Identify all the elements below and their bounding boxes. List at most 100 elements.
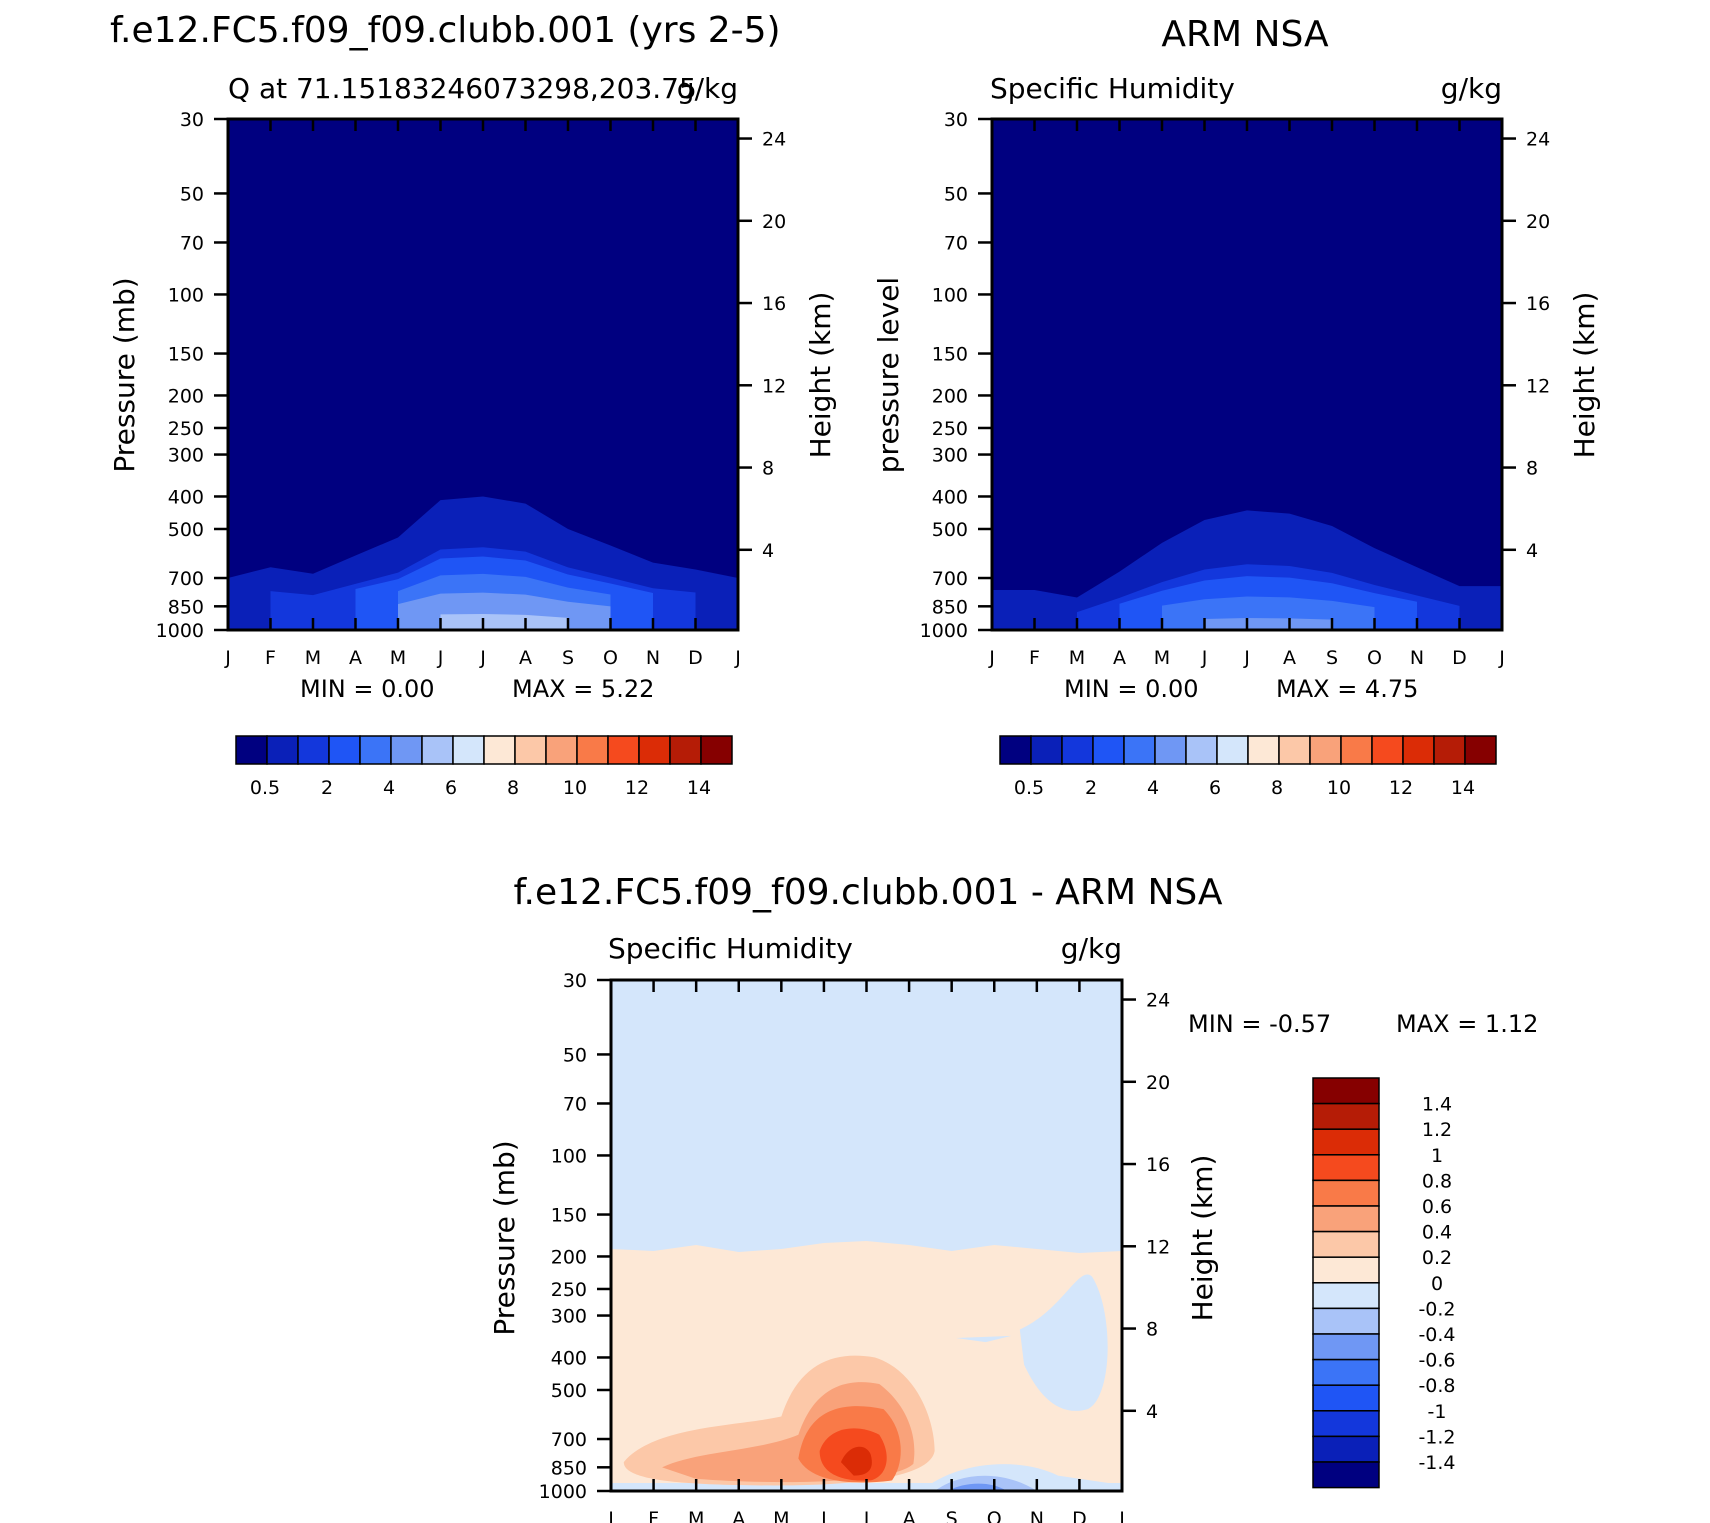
height-tick-label: 4 xyxy=(1526,540,1538,562)
colorbar-swatch xyxy=(1185,735,1218,765)
diff-left-label: Specific Humidity xyxy=(608,932,853,965)
negative-region-upper xyxy=(1019,1274,1108,1411)
colorbar-label: 0.5 xyxy=(1014,777,1044,799)
pressure-tick-label: 70 xyxy=(944,232,968,254)
month-tick-label: J xyxy=(1118,1508,1125,1523)
diff-units-label: g/kg xyxy=(1061,932,1122,965)
diff-y2label: Height (km) xyxy=(1186,1155,1219,1322)
diff-colorbar: 1.4 1.2 1 0.8 0.6 0.4 0.2 0 -0.2 -0.4 -0.6 -0.8 -1 -1… xyxy=(1312,1077,1456,1489)
colorbar-swatch xyxy=(638,735,671,765)
colorbar-swatch xyxy=(1312,1358,1380,1386)
diff-ylabel: Pressure (mb) xyxy=(488,1140,521,1335)
colorbar-label: 0.5 xyxy=(250,777,280,799)
colorbar-label: 14 xyxy=(1451,777,1475,799)
month-tick-label: A xyxy=(1283,647,1296,669)
month-tick-label: A xyxy=(903,1508,916,1523)
contour-band-5 xyxy=(1204,618,1332,630)
model-colorbar: 0.5 2 4 6 8 10 12 14 xyxy=(235,735,733,799)
colorbar-label: 2 xyxy=(1085,777,1097,799)
colorbar-swatch xyxy=(1123,735,1156,765)
diff-max-text: MAX = 1.12 xyxy=(1396,1010,1538,1038)
height-tick-label: 16 xyxy=(1526,293,1550,315)
colorbar-swatch xyxy=(1309,735,1342,765)
pressure-tick-label: 200 xyxy=(932,385,968,407)
obs-panel: ARM NSA Specific Humidity g/kg J F M A M J J A S… xyxy=(872,14,1601,799)
colorbar-swatch xyxy=(1312,1435,1380,1463)
pressure-tick-label: 30 xyxy=(180,109,204,131)
colorbar-swatch xyxy=(1092,735,1125,765)
month-tick-label: F xyxy=(648,1508,659,1523)
colorbar-swatch xyxy=(1154,735,1187,765)
colorbar-label: -0.8 xyxy=(1418,1375,1455,1397)
pressure-tick-label: 1000 xyxy=(539,1481,587,1503)
height-tick-label: 8 xyxy=(1526,458,1538,480)
colorbar-label: -0.6 xyxy=(1418,1350,1455,1372)
colorbar-swatch xyxy=(483,735,516,765)
colorbar-swatch xyxy=(1312,1128,1380,1156)
colorbar-swatch xyxy=(390,735,423,765)
colorbar-swatch xyxy=(1402,735,1435,765)
colorbar-swatch xyxy=(607,735,640,765)
colorbar-label: 2 xyxy=(321,777,333,799)
model-axes: J F M A M J J A S O N D J 30 50 70 100 150 200 250 300 400 500… xyxy=(156,109,787,669)
colorbar-swatch xyxy=(359,735,392,765)
colorbar-swatch xyxy=(1061,735,1094,765)
colorbar-swatch xyxy=(545,735,578,765)
pressure-tick-label: 850 xyxy=(932,596,968,618)
obs-left-label: Specific Humidity xyxy=(990,72,1235,105)
colorbar-label: 0.6 xyxy=(1422,1196,1452,1218)
month-tick-label: J xyxy=(479,647,486,669)
pressure-tick-label: 200 xyxy=(551,1246,587,1268)
pressure-tick-label: 700 xyxy=(551,1429,587,1451)
colorbar-label: -0.2 xyxy=(1418,1298,1455,1320)
height-tick-label: 20 xyxy=(1146,1072,1170,1094)
colorbar-label: 0.4 xyxy=(1422,1222,1452,1244)
colorbar-label: 1.4 xyxy=(1422,1094,1452,1116)
obs-min-text: MIN = 0.00 xyxy=(1064,675,1199,703)
month-tick-label: J xyxy=(988,647,995,669)
pressure-tick-label: 400 xyxy=(551,1347,587,1369)
pressure-tick-label: 250 xyxy=(932,418,968,440)
colorbar-label: 4 xyxy=(383,777,395,799)
pressure-tick-label: 300 xyxy=(551,1306,587,1328)
pressure-tick-label: 250 xyxy=(168,418,204,440)
obs-ylabel: pressure level xyxy=(872,277,905,473)
month-tick-label: M xyxy=(1154,647,1170,669)
colorbar-label: 10 xyxy=(563,777,587,799)
month-tick-label: J xyxy=(224,647,231,669)
model-panel: f.e12.FC5.f09_f09.clubb.001 (yrs 2-5) Q … xyxy=(108,10,837,799)
month-tick-label: J xyxy=(437,647,444,669)
model-left-label: Q at 71.15183246073298,203.75 xyxy=(228,72,697,105)
obs-title: ARM NSA xyxy=(1161,14,1329,55)
colorbar-swatch xyxy=(1312,1205,1380,1233)
month-tick-label: O xyxy=(603,647,618,669)
month-tick-label: J xyxy=(1498,647,1505,669)
colorbar-swatch xyxy=(1312,1410,1380,1438)
colorbar-label: 14 xyxy=(687,777,711,799)
contour-band-6 xyxy=(440,613,568,630)
colorbar-swatch xyxy=(1464,735,1497,765)
model-title: f.e12.FC5.f09_f09.clubb.001 (yrs 2-5) xyxy=(110,10,781,51)
height-tick-label: 24 xyxy=(1146,990,1170,1012)
colorbar-swatch xyxy=(1312,1102,1380,1130)
colorbar-swatch xyxy=(669,735,702,765)
colorbar-swatch xyxy=(1371,735,1404,765)
height-tick-label: 12 xyxy=(1526,375,1550,397)
colorbar-swatch xyxy=(235,735,268,765)
colorbar-label: 8 xyxy=(507,777,519,799)
diff-axes: J F M A M J J A S O N D J 30 50 70 100 150 200 250 300 400 500… xyxy=(539,970,1171,1523)
month-tick-label: J xyxy=(1201,647,1208,669)
pressure-tick-label: 50 xyxy=(180,183,204,205)
month-tick-label: J xyxy=(863,1508,870,1523)
colorbar-swatch xyxy=(1030,735,1063,765)
pressure-tick-label: 50 xyxy=(944,183,968,205)
month-tick-label: J xyxy=(734,647,741,669)
pressure-tick-label: 70 xyxy=(180,232,204,254)
month-tick-label: F xyxy=(1029,647,1040,669)
negative-lobe-0.4 xyxy=(947,1483,1008,1491)
pressure-tick-label: 50 xyxy=(563,1044,587,1066)
colorbar-label: 1 xyxy=(1431,1145,1443,1167)
pressure-tick-label: 850 xyxy=(551,1457,587,1479)
diff-field xyxy=(611,980,1122,1491)
